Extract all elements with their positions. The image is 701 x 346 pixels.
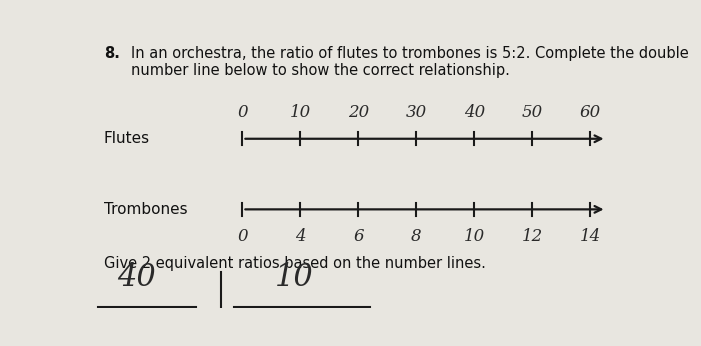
- Text: 4: 4: [295, 228, 306, 245]
- Text: 12: 12: [522, 228, 543, 245]
- Text: 0: 0: [237, 104, 247, 121]
- Text: In an orchestra, the ratio of flutes to trombones is 5:2. Complete the double
nu: In an orchestra, the ratio of flutes to …: [131, 46, 689, 78]
- Text: 60: 60: [580, 104, 601, 121]
- Text: 30: 30: [406, 104, 427, 121]
- Text: 10: 10: [290, 104, 311, 121]
- Text: 20: 20: [348, 104, 369, 121]
- Text: Trombones: Trombones: [104, 202, 188, 217]
- Text: Give 2 equivalent ratios based on the number lines.: Give 2 equivalent ratios based on the nu…: [104, 256, 486, 271]
- Text: 40: 40: [463, 104, 485, 121]
- Text: 10: 10: [275, 262, 313, 293]
- Text: 0: 0: [237, 228, 247, 245]
- Text: 8.: 8.: [104, 46, 120, 61]
- Text: 14: 14: [580, 228, 601, 245]
- Text: Flutes: Flutes: [104, 131, 150, 146]
- Text: 10: 10: [463, 228, 485, 245]
- Text: 50: 50: [522, 104, 543, 121]
- Text: 8: 8: [411, 228, 421, 245]
- Text: 40: 40: [117, 262, 156, 293]
- Text: 6: 6: [353, 228, 364, 245]
